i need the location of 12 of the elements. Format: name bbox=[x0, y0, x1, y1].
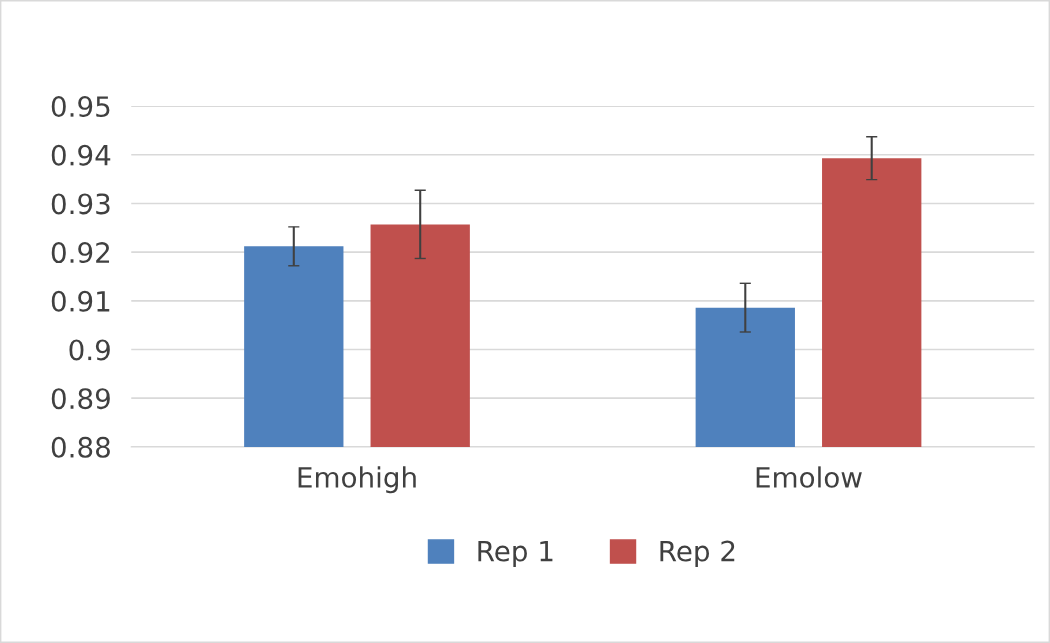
y-tick-label: 0.95 bbox=[51, 96, 110, 118]
x-tick-label: Emolow bbox=[756, 466, 862, 488]
y-tick-label: 0.94 bbox=[51, 144, 111, 166]
legend-label: Rep 1 bbox=[478, 540, 553, 567]
y-tick-label: 0.89 bbox=[51, 388, 110, 410]
y-tick-label: 0.9 bbox=[69, 339, 110, 361]
x-tick-label: Emohigh bbox=[298, 466, 416, 494]
y-tick-label: 0.91 bbox=[51, 290, 110, 312]
y-tick-label: 0.92 bbox=[51, 242, 110, 264]
y-tick-label: 0.88 bbox=[51, 436, 110, 458]
legend-label: Rep 2 bbox=[660, 540, 735, 567]
y-tick-label: 0.93 bbox=[51, 193, 110, 215]
